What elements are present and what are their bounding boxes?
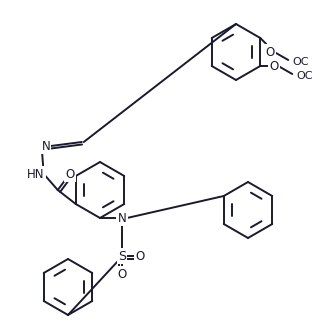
Text: O: O	[266, 46, 275, 58]
Text: HN: HN	[27, 168, 44, 181]
Text: N: N	[118, 212, 126, 225]
Text: O: O	[266, 46, 275, 58]
Text: O: O	[135, 249, 145, 262]
Text: O: O	[118, 268, 127, 280]
Text: S: S	[118, 249, 126, 262]
Text: OC: OC	[296, 71, 313, 81]
Text: OC: OC	[292, 57, 309, 67]
Text: S: S	[118, 249, 126, 262]
Text: N: N	[41, 140, 50, 153]
Text: O: O	[270, 60, 279, 72]
Text: O: O	[65, 168, 74, 181]
Text: O: O	[270, 60, 279, 72]
Text: O: O	[118, 268, 127, 280]
Text: N: N	[118, 212, 126, 225]
Text: O: O	[135, 249, 145, 262]
Text: N: N	[41, 140, 50, 153]
Text: HN: HN	[27, 168, 44, 181]
